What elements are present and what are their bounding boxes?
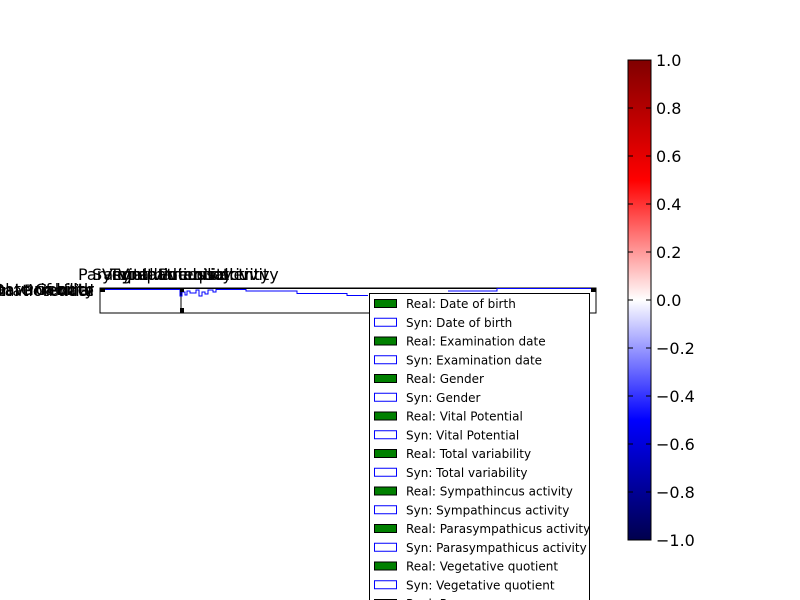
colorbar-tick-label: 1.0 xyxy=(656,51,681,70)
legend-swatch xyxy=(374,486,397,496)
legend-label: Syn: Examination date xyxy=(406,353,542,367)
legend-entry: Syn: Gender xyxy=(374,391,480,405)
left-tick-label: Gender xyxy=(35,280,94,299)
legend-label: Real: Examination date xyxy=(406,335,546,349)
legend-swatch xyxy=(374,505,397,515)
legend-swatch xyxy=(374,524,397,533)
marker-right-top xyxy=(591,288,596,292)
legend-swatch xyxy=(374,355,397,365)
legend-label: Real: Vegetative quotient xyxy=(406,560,558,574)
legend-swatch xyxy=(374,467,397,477)
colorbar-tick-label: 0.2 xyxy=(656,243,681,262)
marker-mid-bottom xyxy=(180,308,184,313)
top-tick-label: Vegetative quotient xyxy=(102,265,260,284)
colorbar-tick-label: −0.2 xyxy=(656,339,695,358)
left-tick-label: Vital Potential xyxy=(0,281,94,300)
legend-swatch xyxy=(374,430,397,440)
legend-entry: Syn: Examination date xyxy=(374,353,542,367)
legend-swatch xyxy=(374,336,397,346)
left-tick-label: Date of birth xyxy=(0,280,94,299)
legend-entry: Syn: Parasympathicus activity xyxy=(374,541,587,555)
legend-entry: Syn: Vegetative quotient xyxy=(374,578,555,592)
top-tick-label: Total variability xyxy=(109,265,232,284)
legend-entry: Real: Gender xyxy=(374,372,484,386)
legend-swatch xyxy=(374,392,397,402)
legend-label: Syn: Sympathincus activity xyxy=(406,503,569,517)
legend-swatch xyxy=(374,411,397,421)
legend-label: Real: Total variability xyxy=(406,447,531,461)
legend-entry: Real: Vital Potential xyxy=(374,410,523,424)
colorbar-tick-label: −0.4 xyxy=(656,387,695,406)
legend-entry: Syn: Date of birth xyxy=(374,316,512,330)
top-tick-label: Sympathincus activity xyxy=(92,265,270,284)
legend-label: Syn: Parasympathicus activity xyxy=(406,541,587,555)
colorbar-tick-label: −1.0 xyxy=(656,531,695,550)
legend-swatch xyxy=(374,449,397,458)
legend-entry: Syn: Vital Potential xyxy=(374,428,519,442)
top-tick-label: Vital Potential xyxy=(118,265,229,284)
legend-entry: Real: Sympathincus activity xyxy=(374,485,573,499)
legend-label: Syn: Vegetative quotient xyxy=(406,578,555,592)
legend-label: Syn: Gender xyxy=(406,391,480,405)
legend-entry: Real: Date of birth xyxy=(374,297,516,311)
colorbar-tick-label: 0.8 xyxy=(656,99,681,118)
legend-label: Real: Pressure xyxy=(406,597,491,600)
colorbar-tick-label: −0.6 xyxy=(656,435,695,454)
series-steps-syn xyxy=(100,288,596,297)
legend-label: Syn: Vital Potential xyxy=(406,428,519,442)
legend-entry: Real: Parasympathicus activity xyxy=(374,522,590,536)
legend-entry: Real: Total variability xyxy=(374,447,531,461)
legend-label: Syn: Date of birth xyxy=(406,316,512,330)
legend-swatch xyxy=(374,580,397,590)
legend-swatch xyxy=(374,542,397,552)
legend-swatch xyxy=(374,374,397,383)
legend-swatch xyxy=(374,299,397,308)
legend-swatch xyxy=(374,561,397,571)
legend-label: Real: Sympathincus activity xyxy=(406,485,573,499)
legend-entry: Syn: Sympathincus activity xyxy=(374,503,569,517)
colorbar-tick-label: 0.4 xyxy=(656,195,681,214)
left-tick-label: Total variability xyxy=(0,280,94,299)
legend-label: Real: Parasympathicus activity xyxy=(406,522,590,536)
legend-entry: Real: Vegetative quotient xyxy=(374,560,558,574)
legend-frame xyxy=(369,293,590,600)
legend-label: Real: Date of birth xyxy=(406,297,516,311)
top-tick-label: Parasympathicus activity xyxy=(78,265,279,284)
colorbar: 1.0 0.8 0.6 0.4 0.2 0.0 −0.2 −0.4 −0.6 −0.8 −1.0 xyxy=(627,51,695,550)
legend: Real: Date of birth Syn: Date of birth Rea… xyxy=(369,293,590,600)
legend-label: Real: Gender xyxy=(406,372,484,386)
colorbar-tick-label: 0.0 xyxy=(656,291,681,310)
legend-entry: Syn: Total variability xyxy=(374,466,528,480)
legend-entry: Real: Examination date xyxy=(374,335,546,349)
legend-label: Real: Vital Potential xyxy=(406,410,523,424)
colorbar-tick-label: 0.6 xyxy=(656,147,681,166)
marker-left-top xyxy=(100,288,105,292)
left-tick-labels: Date of birthExamination dateGenderVital… xyxy=(0,280,94,300)
left-tick-label: Examination date xyxy=(0,281,94,300)
marker-mid-top xyxy=(180,288,184,292)
legend-swatch xyxy=(374,317,397,327)
colorbar-tick-label: −0.8 xyxy=(656,483,695,502)
legend-label: Syn: Total variability xyxy=(406,466,528,480)
